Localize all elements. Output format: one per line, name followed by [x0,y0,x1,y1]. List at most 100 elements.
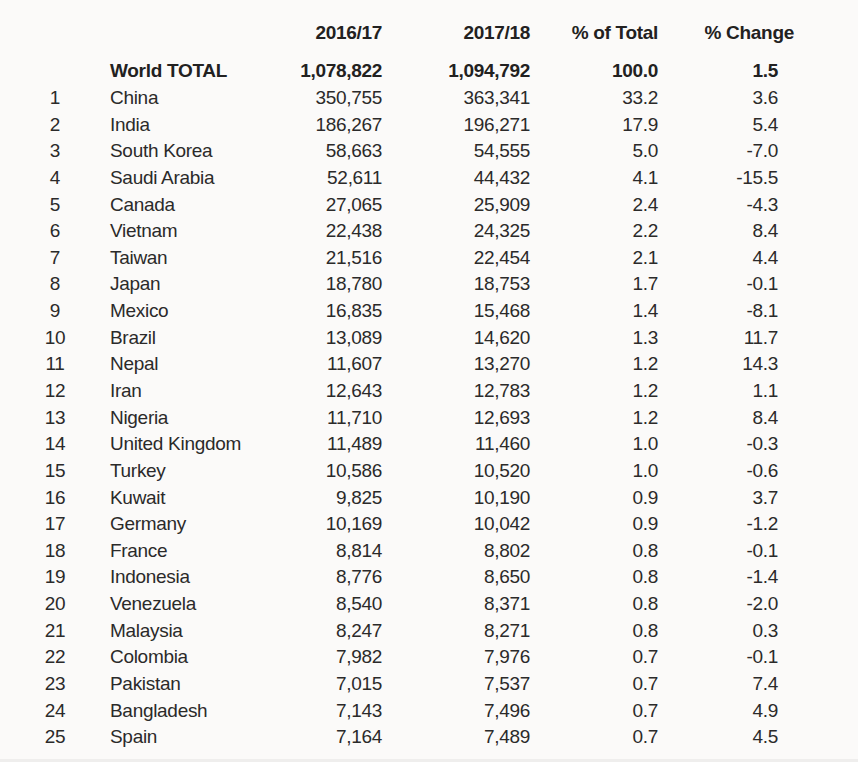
rank-cell: 18 [0,540,110,562]
rank-cell: 8 [0,273,110,295]
pct-change-cell: 14.3 [658,353,794,375]
pct-change-cell: 3.7 [658,487,794,509]
value-2017-18-cell: 8,650 [382,566,530,588]
rank-cell: 1 [0,87,110,109]
pct-total-cell: 1.2 [530,380,658,402]
header-pct-total: % of Total [530,22,658,44]
value-2016-17-cell: 52,611 [282,167,382,189]
rank-cell: 5 [0,194,110,216]
table-row: 7 Taiwan 21,516 22,454 2.1 4.4 [0,244,794,271]
pct-total-cell: 1.2 [530,407,658,429]
pct-total-cell: 1.2 [530,353,658,375]
value-2016-17-cell: 27,065 [282,194,382,216]
country-cell: United Kingdom [110,433,282,455]
pct-total-cell: 2.2 [530,220,658,242]
value-2016-17-cell: 8,540 [282,593,382,615]
value-2016-17-cell: 11,710 [282,407,382,429]
value-2017-18-cell: 196,271 [382,114,530,136]
pct-change-cell: -0.1 [658,646,794,668]
pct-total-cell: 0.8 [530,620,658,642]
country-cell: Saudi Arabia [110,167,282,189]
pct-change-cell: 8.4 [658,220,794,242]
table-row: 10 Brazil 13,089 14,620 1.3 11.7 [0,324,794,351]
rank-cell: 4 [0,167,110,189]
table-row: 12 Iran 12,643 12,783 1.2 1.1 [0,378,794,405]
value-2017-18-cell: 11,460 [382,433,530,455]
table-row: 24 Bangladesh 7,143 7,496 0.7 4.9 [0,697,794,724]
value-2017-18-cell: 10,042 [382,513,530,535]
value-2016-17-cell: 22,438 [282,220,382,242]
pct-change-cell: -2.0 [658,593,794,615]
table-row: 21 Malaysia 8,247 8,271 0.8 0.3 [0,617,794,644]
value-2016-17-cell: 13,089 [282,327,382,349]
pct-change-cell: -1.4 [658,566,794,588]
pct-change-cell: -4.3 [658,194,794,216]
pct-total-cell: 0.8 [530,540,658,562]
table-row: 8 Japan 18,780 18,753 1.7 -0.1 [0,271,794,298]
rank-cell: 12 [0,380,110,402]
value-2017-18-cell: 12,693 [382,407,530,429]
value-2016-17-cell: 16,835 [282,300,382,322]
ranked-country-table-page: 2016/17 2017/18 % of Total % Change Worl… [0,0,858,762]
value-2016-17-cell: 18,780 [282,273,382,295]
country-cell: China [110,87,282,109]
table-row: 11 Nepal 11,607 13,270 1.2 14.3 [0,351,794,378]
table-row: 17 Germany 10,169 10,042 0.9 -1.2 [0,511,794,538]
country-cell: Kuwait [110,487,282,509]
rank-cell: 6 [0,220,110,242]
rank-cell: 3 [0,140,110,162]
country-cell: Nigeria [110,407,282,429]
pct-total-cell: 17.9 [530,114,658,136]
pct-change-cell: -15.5 [658,167,794,189]
value-2017-18-cell: 22,454 [382,247,530,269]
country-cell: Taiwan [110,247,282,269]
pct-change-cell: 4.4 [658,247,794,269]
pct-total-cell: 2.1 [530,247,658,269]
table-row: 15 Turkey 10,586 10,520 1.0 -0.6 [0,458,794,485]
pct-change-cell: -1.2 [658,513,794,535]
value-2016-17-cell: 8,247 [282,620,382,642]
pct-change-cell: 4.5 [658,726,794,748]
country-cell: South Korea [110,140,282,162]
pct-change-cell: -0.6 [658,460,794,482]
value-2016-17-cell: 11,489 [282,433,382,455]
header-2017-18: 2017/18 [382,22,530,44]
rank-cell: 21 [0,620,110,642]
pct-total-cell: 0.9 [530,513,658,535]
pct-total-cell: 1.4 [530,300,658,322]
value-2016-17-cell: 7,164 [282,726,382,748]
value-2017-18-cell: 7,976 [382,646,530,668]
country-cell: Brazil [110,327,282,349]
pct-total-cell: 0.8 [530,566,658,588]
table-row: 6 Vietnam 22,438 24,325 2.2 8.4 [0,218,794,245]
country-cell: Colombia [110,646,282,668]
country-cell: Nepal [110,353,282,375]
country-cell: Germany [110,513,282,535]
pct-total-cell: 4.1 [530,167,658,189]
table-row: 4 Saudi Arabia 52,611 44,432 4.1 -15.5 [0,165,794,192]
table-row: 20 Venezuela 8,540 8,371 0.8 -2.0 [0,591,794,618]
total-label-cell: World TOTAL [110,60,282,82]
pct-change-cell: 5.4 [658,114,794,136]
value-2016-17-cell: 21,516 [282,247,382,269]
pct-change-cell: 7.4 [658,673,794,695]
value-2017-18-cell: 13,270 [382,353,530,375]
value-2016-17-cell: 9,825 [282,487,382,509]
pct-total-cell: 0.7 [530,673,658,695]
value-2017-18-cell: 7,496 [382,700,530,722]
rank-cell: 24 [0,700,110,722]
table-row: 2 India 186,267 196,271 17.9 5.4 [0,111,794,138]
pct-change-cell: 4.9 [658,700,794,722]
value-2017-18-cell: 8,802 [382,540,530,562]
rank-cell: 11 [0,353,110,375]
country-cell: Iran [110,380,282,402]
rank-cell: 13 [0,407,110,429]
table-body: 1 China 350,755 363,341 33.2 3.6 2 India… [0,85,794,751]
header-pct-change: % Change [658,22,794,44]
pct-total-cell: 2.4 [530,194,658,216]
country-cell: France [110,540,282,562]
rank-cell: 19 [0,566,110,588]
data-table: 2016/17 2017/18 % of Total % Change Worl… [0,0,794,751]
rank-cell: 7 [0,247,110,269]
value-2016-17-cell: 7,015 [282,673,382,695]
